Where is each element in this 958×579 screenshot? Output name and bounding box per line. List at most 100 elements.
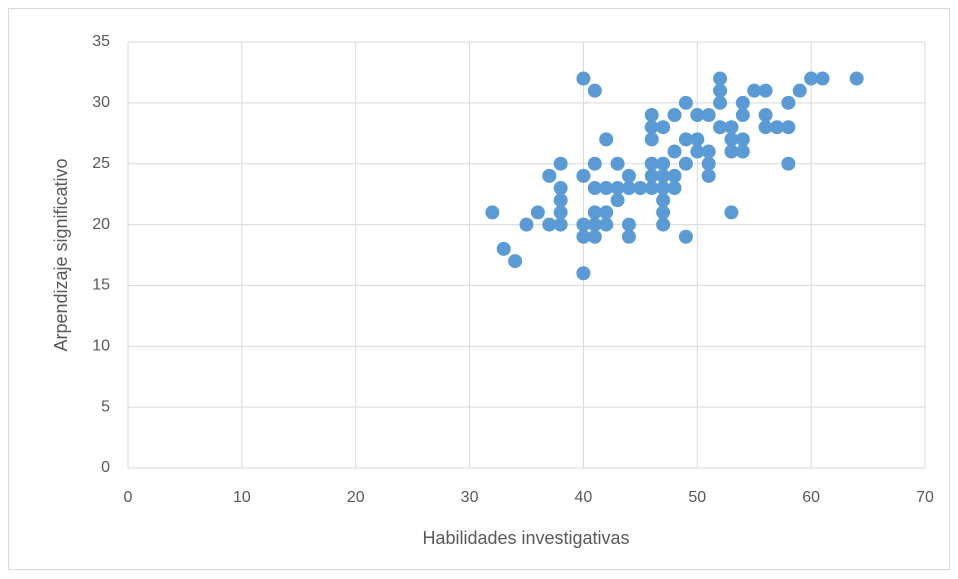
point <box>678 229 693 244</box>
point <box>792 83 807 98</box>
y-tick-label: 35 <box>92 33 110 50</box>
point <box>633 181 648 196</box>
point <box>758 108 773 123</box>
point <box>667 108 682 123</box>
point <box>667 168 682 183</box>
point <box>587 229 602 244</box>
y-tick-label: 5 <box>101 398 110 415</box>
point <box>713 120 728 135</box>
point <box>781 95 796 110</box>
point <box>656 217 671 232</box>
point <box>599 132 614 147</box>
point <box>610 156 625 171</box>
point <box>587 156 602 171</box>
point <box>576 266 591 281</box>
point <box>553 181 568 196</box>
point <box>701 108 716 123</box>
point <box>656 168 671 183</box>
point <box>644 181 659 196</box>
point <box>667 181 682 196</box>
x-tick-label: 10 <box>233 489 251 506</box>
point <box>656 156 671 171</box>
point <box>610 193 625 208</box>
point <box>496 241 511 256</box>
point <box>576 229 591 244</box>
x-tick-label: 20 <box>347 489 365 506</box>
point <box>690 108 705 123</box>
point <box>542 168 557 183</box>
point <box>724 144 739 159</box>
point <box>644 108 659 123</box>
x-tick-label: 30 <box>461 489 479 506</box>
x-tick-label: 40 <box>575 489 593 506</box>
point <box>781 156 796 171</box>
point <box>781 120 796 135</box>
y-tick-label: 0 <box>101 459 110 476</box>
point <box>576 71 591 86</box>
x-tick-label: 60 <box>802 489 820 506</box>
point <box>508 254 523 269</box>
point <box>815 71 830 86</box>
point <box>644 168 659 183</box>
point <box>678 156 693 171</box>
point <box>690 144 705 159</box>
point <box>485 205 500 220</box>
point <box>724 205 739 220</box>
y-tick-label: 25 <box>92 155 110 172</box>
point <box>758 120 773 135</box>
point <box>804 71 819 86</box>
point <box>769 120 784 135</box>
point <box>735 144 750 159</box>
point <box>519 217 534 232</box>
x-tick-label: 0 <box>124 489 133 506</box>
point <box>713 71 728 86</box>
point <box>690 132 705 147</box>
point <box>713 83 728 98</box>
y-tick-label: 20 <box>92 216 110 233</box>
point <box>576 168 591 183</box>
point <box>599 217 614 232</box>
point <box>724 120 739 135</box>
x-axis-label: Habilidades investigativas <box>422 528 629 548</box>
point <box>553 156 568 171</box>
point <box>758 83 773 98</box>
point <box>678 132 693 147</box>
point <box>553 205 568 220</box>
point <box>701 168 716 183</box>
point <box>542 217 557 232</box>
point <box>610 181 625 196</box>
point <box>735 95 750 110</box>
point <box>747 83 762 98</box>
point <box>530 205 545 220</box>
point <box>587 217 602 232</box>
point <box>656 193 671 208</box>
point <box>621 168 636 183</box>
point <box>587 181 602 196</box>
point <box>599 181 614 196</box>
y-axis-label: Arpendizaje significativo <box>51 158 71 351</box>
point <box>678 95 693 110</box>
x-tick-label: 70 <box>916 489 934 506</box>
point <box>621 229 636 244</box>
point <box>553 217 568 232</box>
y-tick-label: 30 <box>92 94 110 111</box>
point <box>587 205 602 220</box>
point <box>644 132 659 147</box>
y-tick-label: 10 <box>92 338 110 355</box>
point <box>576 217 591 232</box>
point <box>724 132 739 147</box>
point <box>656 205 671 220</box>
point <box>621 217 636 232</box>
point <box>656 181 671 196</box>
point <box>656 120 671 135</box>
point <box>735 108 750 123</box>
point <box>849 71 864 86</box>
point <box>553 193 568 208</box>
point <box>701 156 716 171</box>
point <box>644 120 659 135</box>
point <box>667 144 682 159</box>
point <box>587 83 602 98</box>
point <box>621 181 636 196</box>
x-tick-label: 50 <box>688 489 706 506</box>
